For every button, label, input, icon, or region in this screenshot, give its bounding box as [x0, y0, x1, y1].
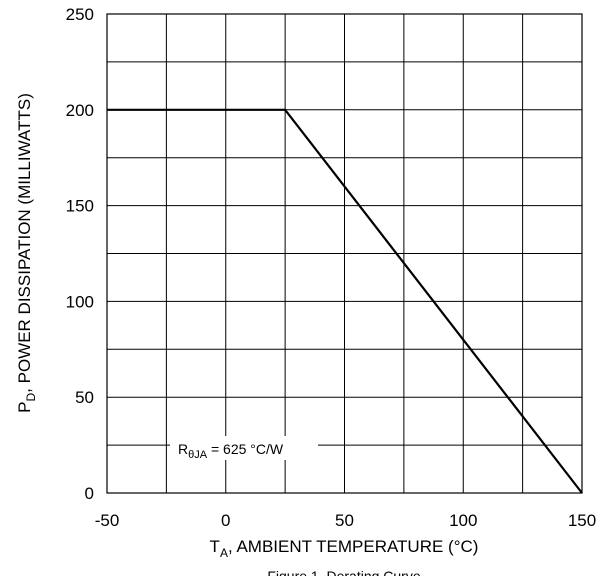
y-axis-title: PD, POWER DISSIPATION (MILLIWATTS) [15, 93, 38, 413]
y-tick-label: 250 [66, 5, 94, 24]
x-tick-label: 100 [449, 511, 477, 530]
series-layer [107, 108, 583, 494]
figure-caption: Figure 1. Derating Curve [267, 568, 421, 576]
y-tick-label: 100 [66, 292, 94, 311]
grid [107, 14, 582, 493]
x-tick-label: 50 [335, 511, 354, 530]
y-tick-label: 50 [75, 388, 94, 407]
annotation-sub: θJA [188, 449, 208, 461]
y-axis-title-rest: , POWER DISSIPATION (MILLIWATTS) [15, 93, 34, 393]
x-axis-title-main: T [210, 537, 220, 556]
annotation-background [170, 436, 318, 460]
x-axis-title-sub: A [220, 546, 228, 560]
annotation-rest: = 625 °C/W [207, 441, 284, 457]
x-tick-label: -50 [95, 511, 120, 530]
annotation-text: RθJA = 625 °C/W [178, 441, 284, 461]
y-axis-title-main: P [15, 402, 34, 413]
derating-curve-line [107, 108, 583, 494]
y-tick-label: 0 [85, 484, 94, 503]
x-axis-title: TA, AMBIENT TEMPERATURE (°C) [210, 537, 479, 560]
y-axis-title-sub: D [24, 393, 38, 402]
x-tick-label: 0 [221, 511, 230, 530]
x-axis-title-rest: , AMBIENT TEMPERATURE (°C) [228, 537, 479, 556]
x-tick-label: 150 [568, 511, 596, 530]
y-tick-label: 150 [66, 197, 94, 216]
plot-frame [106, 13, 583, 494]
annotation-main: R [178, 441, 188, 457]
thermal-resistance-annotation: RθJA = 625 °C/W [170, 436, 318, 461]
y-tick-label: 200 [66, 101, 94, 120]
